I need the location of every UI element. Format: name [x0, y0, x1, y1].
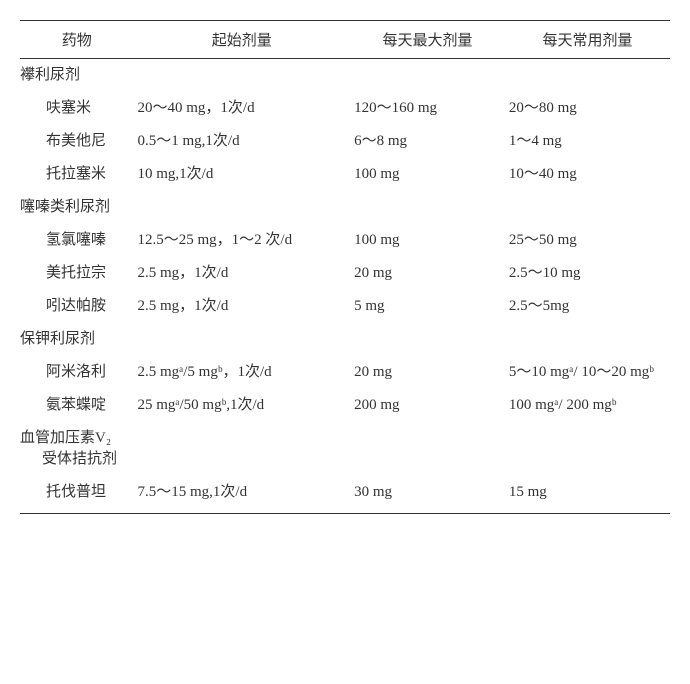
start-dose: 2.5 mg，1次/d [133, 290, 350, 323]
table-row: 氢氯噻嗪12.5～25 mg，1～2 次/d100 mg25～50 mg [20, 224, 670, 257]
group-row: 襻利尿剂 [20, 59, 670, 93]
group-row: 保钾利尿剂 [20, 323, 670, 356]
start-dose: 0.5～1 mg,1次/d [133, 125, 350, 158]
drug-name: 美托拉宗 [24, 263, 129, 284]
group-row: 血管加压素V₂受体拮抗剂 [20, 422, 670, 476]
drug-name: 阿米洛利 [24, 362, 129, 383]
common-dose: 100 mgᵃ/ 200 mgᵇ [505, 389, 670, 422]
table-row: 氨苯蝶啶25 mgᵃ/50 mgᵇ,1次/d200 mg100 mgᵃ/ 200… [20, 389, 670, 422]
start-dose: 10 mg,1次/d [133, 158, 350, 191]
drug-name: 氢氯噻嗪 [24, 230, 129, 251]
max-dose: 30 mg [350, 476, 505, 514]
max-dose: 100 mg [350, 224, 505, 257]
max-dose: 6～8 mg [350, 125, 505, 158]
group-name: 血管加压素V₂受体拮抗剂 [20, 422, 670, 476]
table-row: 美托拉宗2.5 mg，1次/d20 mg2.5～10 mg [20, 257, 670, 290]
table-row: 呋塞米20～40 mg，1次/d120～160 mg20～80 mg [20, 92, 670, 125]
max-dose: 5 mg [350, 290, 505, 323]
common-dose: 25～50 mg [505, 224, 670, 257]
group-row: 噻嗪类利尿剂 [20, 191, 670, 224]
max-dose: 200 mg [350, 389, 505, 422]
table-row: 托拉塞米10 mg,1次/d100 mg10～40 mg [20, 158, 670, 191]
common-dose: 5～10 mgᵃ/ 10～20 mgᵇ [505, 356, 670, 389]
header-row: 药物 起始剂量 每天最大剂量 每天常用剂量 [20, 21, 670, 59]
drug-name: 吲达帕胺 [24, 296, 129, 317]
common-dose: 20～80 mg [505, 92, 670, 125]
common-dose: 2.5～5mg [505, 290, 670, 323]
common-dose: 10～40 mg [505, 158, 670, 191]
table-body: 襻利尿剂呋塞米20～40 mg，1次/d120～160 mg20～80 mg布美… [20, 59, 670, 514]
group-subname: 受体拮抗剂 [20, 449, 666, 470]
diuretics-table: 药物 起始剂量 每天最大剂量 每天常用剂量 襻利尿剂呋塞米20～40 mg，1次… [20, 20, 670, 514]
common-dose: 1～4 mg [505, 125, 670, 158]
start-dose: 12.5～25 mg，1～2 次/d [133, 224, 350, 257]
start-dose: 7.5～15 mg,1次/d [133, 476, 350, 514]
max-dose: 120～160 mg [350, 92, 505, 125]
drug-name: 托伐普坦 [24, 482, 129, 503]
common-dose: 15 mg [505, 476, 670, 514]
drug-name: 氨苯蝶啶 [24, 395, 129, 416]
drug-name: 布美他尼 [24, 131, 129, 152]
max-dose: 20 mg [350, 356, 505, 389]
table-row: 阿米洛利2.5 mgᵃ/5 mgᵇ，1次/d20 mg5～10 mgᵃ/ 10～… [20, 356, 670, 389]
group-name: 襻利尿剂 [20, 59, 670, 93]
group-name: 噻嗪类利尿剂 [20, 191, 670, 224]
col-header-drug: 药物 [20, 21, 133, 59]
start-dose: 20～40 mg，1次/d [133, 92, 350, 125]
start-dose: 25 mgᵃ/50 mgᵇ,1次/d [133, 389, 350, 422]
table-row: 布美他尼0.5～1 mg,1次/d6～8 mg1～4 mg [20, 125, 670, 158]
col-header-start: 起始剂量 [133, 21, 350, 59]
col-header-common: 每天常用剂量 [505, 21, 670, 59]
table-row: 托伐普坦7.5～15 mg,1次/d30 mg15 mg [20, 476, 670, 514]
common-dose: 2.5～10 mg [505, 257, 670, 290]
drug-name: 呋塞米 [24, 98, 129, 119]
group-name: 保钾利尿剂 [20, 323, 670, 356]
max-dose: 20 mg [350, 257, 505, 290]
col-header-max: 每天最大剂量 [350, 21, 505, 59]
start-dose: 2.5 mgᵃ/5 mgᵇ，1次/d [133, 356, 350, 389]
max-dose: 100 mg [350, 158, 505, 191]
drug-name: 托拉塞米 [24, 164, 129, 185]
start-dose: 2.5 mg，1次/d [133, 257, 350, 290]
table-row: 吲达帕胺2.5 mg，1次/d5 mg2.5～5mg [20, 290, 670, 323]
